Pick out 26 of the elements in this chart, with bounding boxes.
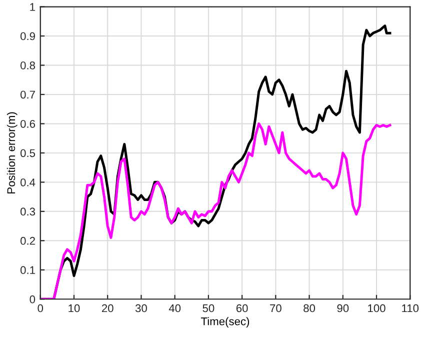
x-tick-label: 50 [202,304,214,312]
y-tick-label: 0.6 [20,120,36,128]
x-tick-label: 70 [270,304,282,312]
y-axis-title: Position error(m) [6,112,18,194]
x-tick-label: 40 [168,304,181,312]
y-tick-label: 0.3 [20,208,36,216]
y-tick-label: 0.5 [20,149,36,158]
x-tick-label: 110 [402,304,419,312]
x-tick-label: 0 [38,304,44,312]
x-tick-label: 60 [236,304,248,312]
y-tick-label: 0 [30,295,36,304]
x-tick-label: 80 [304,304,316,312]
y-tick-label: 0.1 [20,266,35,274]
x-tick-label: 100 [368,304,386,312]
y-tick-label: 0.4 [20,178,36,186]
x-tick-label: 20 [102,304,114,312]
x-axis-title: Time(sec) [201,317,250,328]
line-series [40,122,392,300]
x-tick-label: 90 [337,304,349,312]
x-tick-label: 30 [135,304,147,312]
y-tick-label: 0.9 [20,32,35,40]
y-tick-label: 0.8 [20,62,36,70]
y-tick-label: 0.2 [20,236,35,245]
x-tick-label: 10 [68,304,80,312]
y-tick-label: 0.7 [20,90,35,99]
y-tick-label: 1 [30,3,35,11]
